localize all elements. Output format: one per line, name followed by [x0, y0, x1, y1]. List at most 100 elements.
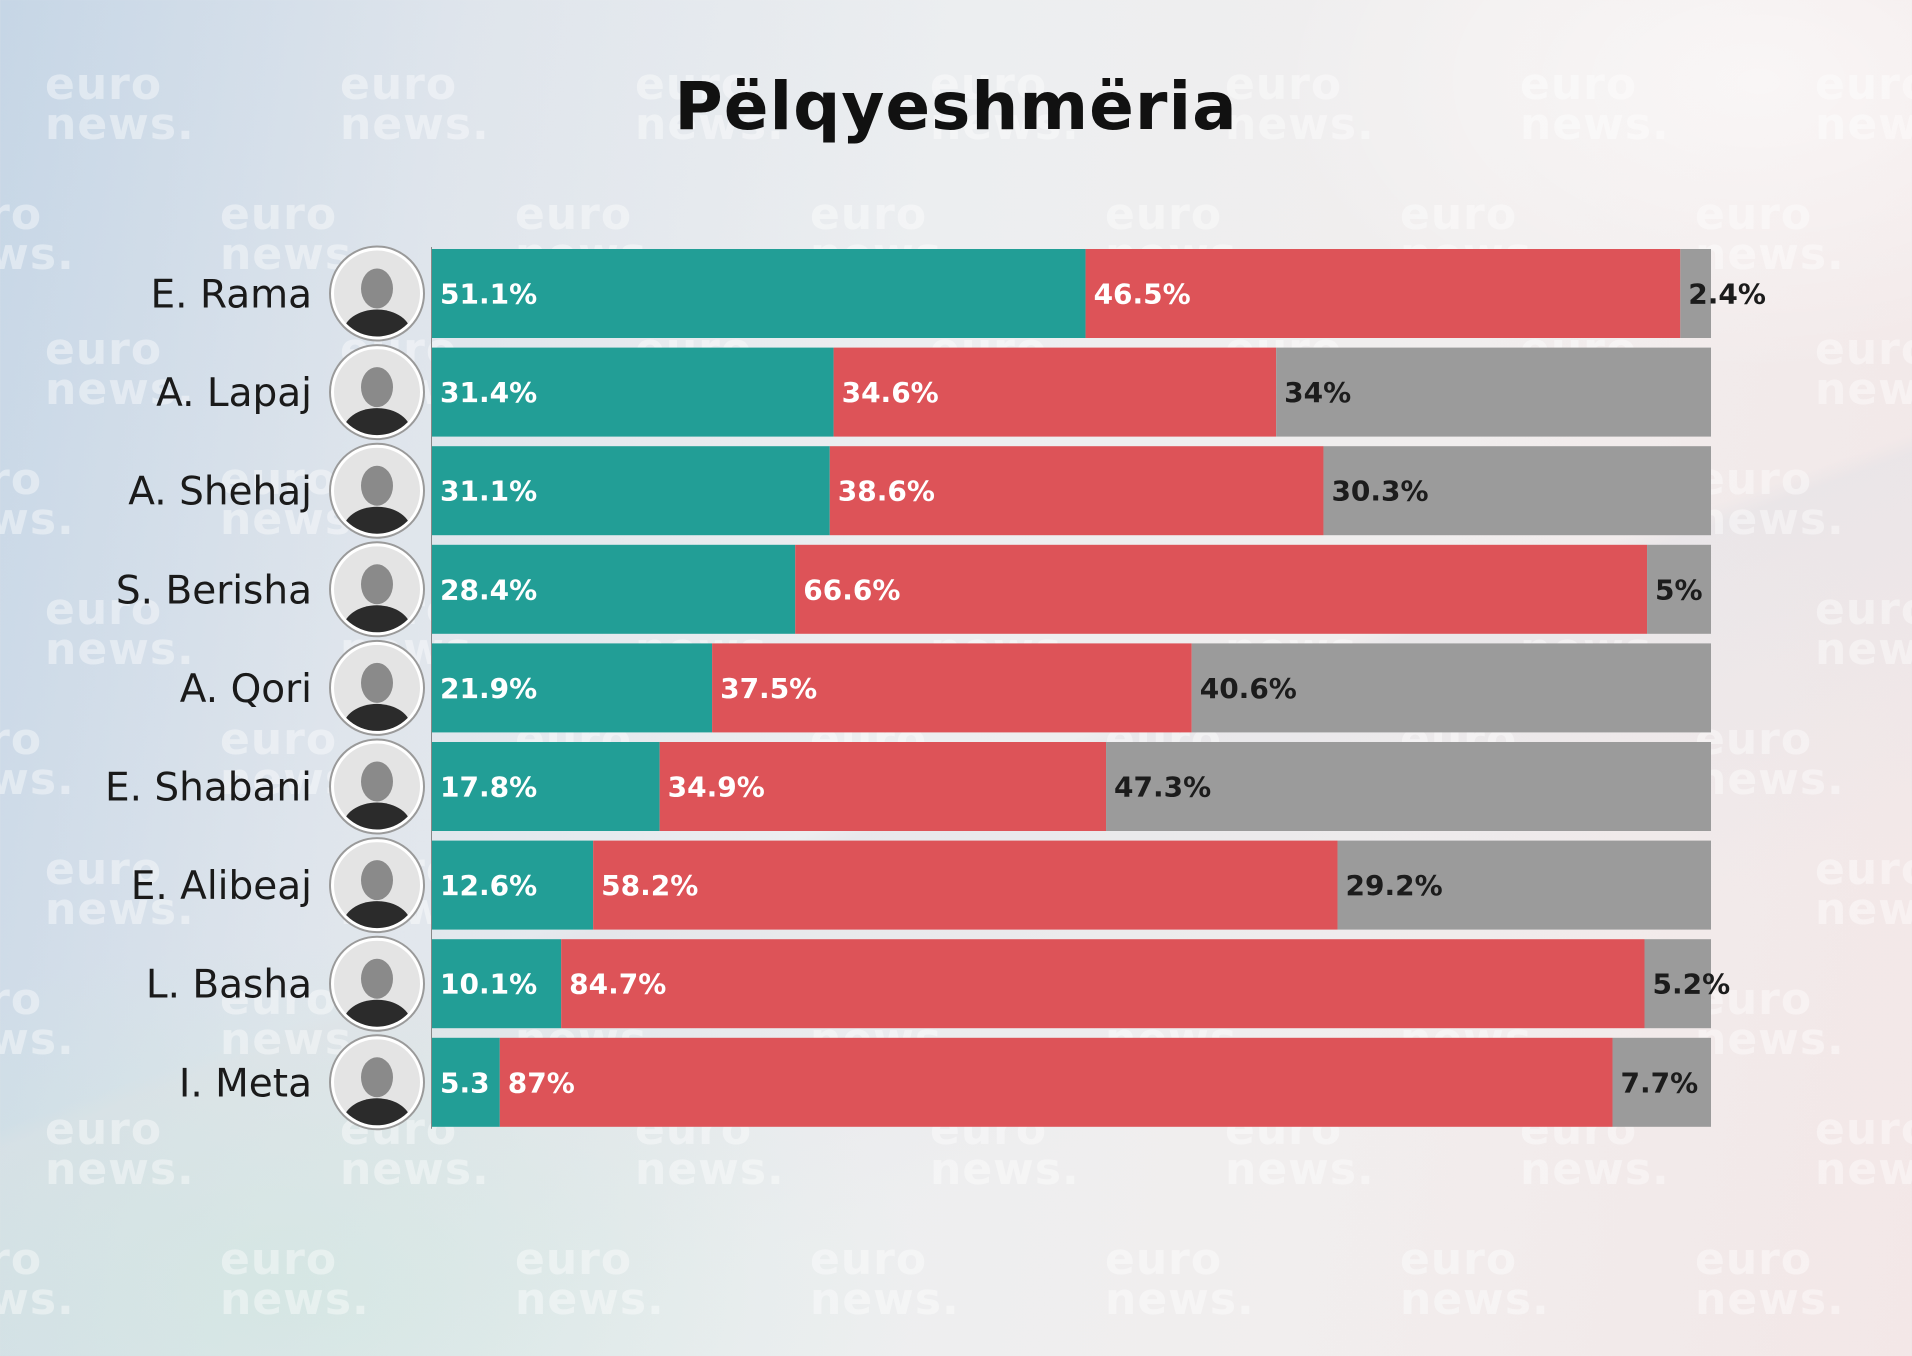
category-label: A. Shehaj	[128, 470, 312, 515]
bar-segment	[1323, 446, 1711, 536]
bar-segment	[432, 1037, 500, 1127]
avatar-photo	[334, 743, 420, 830]
avatar-head	[361, 268, 393, 309]
avatar	[329, 837, 425, 934]
avatar-head	[361, 564, 393, 605]
data-label: 34.9%	[668, 771, 765, 804]
bar-segment	[499, 1037, 1613, 1127]
avatar-shoulders	[343, 999, 411, 1027]
avatar-shoulders	[343, 802, 411, 830]
data-label: 21.9%	[440, 672, 537, 705]
data-label: 87%	[508, 1066, 575, 1099]
bar-segment	[1680, 249, 1711, 338]
avatar-shoulders	[343, 408, 411, 436]
data-label: 40.6%	[1200, 672, 1297, 705]
bar-segment	[432, 643, 713, 733]
avatar-shoulders	[343, 1098, 411, 1126]
bar-segment	[593, 840, 1338, 930]
avatar-photo	[334, 1039, 420, 1126]
bar-segment	[432, 249, 1086, 338]
bar-segment	[833, 347, 1277, 437]
avatar-shoulders	[343, 309, 411, 337]
data-label: 84.7%	[569, 968, 666, 1001]
bar-segment	[1337, 840, 1711, 930]
avatar-head	[361, 860, 393, 901]
avatar	[329, 738, 425, 835]
data-label: 34.6%	[842, 376, 939, 409]
bar-segment	[1276, 347, 1711, 437]
bar-segment	[432, 939, 562, 1029]
data-label: 5.3	[440, 1066, 490, 1099]
avatar	[329, 442, 425, 539]
data-label: 5.2%	[1652, 968, 1730, 1001]
data-label: 46.5%	[1094, 278, 1191, 311]
bar-segment	[1647, 544, 1711, 634]
data-label: 58.2%	[601, 869, 698, 902]
category-label: A. Qori	[180, 667, 312, 712]
bar-segment	[432, 742, 660, 831]
data-label: 37.5%	[720, 672, 817, 705]
avatar-head	[361, 367, 393, 408]
category-label: E. Shabani	[105, 766, 312, 811]
avatar-head	[361, 761, 393, 802]
bar-segment	[432, 446, 830, 536]
bar-segment	[1191, 643, 1711, 733]
avatar-photo	[334, 250, 420, 337]
bar-segment	[712, 643, 1192, 733]
bar-segment	[1106, 742, 1711, 831]
data-label: 47.3%	[1114, 771, 1211, 804]
bar-segment	[432, 544, 796, 634]
avatar	[329, 639, 425, 736]
bar-segment	[561, 939, 1645, 1029]
bar-segment	[432, 840, 594, 930]
avatar-shoulders	[343, 901, 411, 929]
avatar-head	[361, 662, 393, 703]
avatar-shoulders	[343, 506, 411, 534]
avatar-head	[361, 958, 393, 999]
avatar	[329, 344, 425, 441]
data-label: 30.3%	[1331, 475, 1428, 508]
avatar-head	[361, 465, 393, 506]
avatar-shoulders	[343, 703, 411, 731]
data-label: 28.4%	[440, 573, 537, 606]
avatar-photo	[334, 940, 420, 1027]
avatar	[329, 1034, 425, 1131]
bar-segment	[1644, 939, 1711, 1029]
bar-segment	[795, 544, 1648, 634]
bar-segment	[829, 446, 1324, 536]
data-label: 7.7%	[1621, 1066, 1699, 1099]
data-label: 2.4%	[1688, 278, 1766, 311]
data-label: 51.1%	[440, 278, 537, 311]
data-label: 66.6%	[803, 573, 900, 606]
category-label: A. Lapaj	[156, 371, 312, 416]
category-label: E. Rama	[151, 273, 312, 318]
data-label: 29.2%	[1346, 869, 1443, 902]
data-label: 31.1%	[440, 475, 537, 508]
avatar-photo	[334, 349, 420, 436]
data-label: 34%	[1284, 376, 1351, 409]
bar-segment	[659, 742, 1107, 831]
data-label: 38.6%	[838, 475, 935, 508]
avatar-photo	[334, 447, 420, 534]
data-label: 12.6%	[440, 869, 537, 902]
data-label: 5%	[1655, 573, 1703, 606]
avatar	[329, 935, 425, 1032]
category-label: S. Berisha	[116, 568, 312, 613]
bar-segment	[1612, 1037, 1711, 1127]
bar-segment	[1085, 249, 1681, 338]
avatar-photo	[334, 644, 420, 731]
category-label: L. Basha	[146, 963, 312, 1008]
data-label: 31.4%	[440, 376, 537, 409]
avatar-photo	[334, 842, 420, 929]
category-label: E. Alibeaj	[131, 864, 312, 909]
category-label: I. Meta	[179, 1061, 312, 1106]
avatar-shoulders	[343, 605, 411, 633]
data-label: 10.1%	[440, 968, 537, 1001]
avatar	[329, 541, 425, 638]
avatar-photo	[334, 546, 420, 633]
avatar	[329, 245, 425, 342]
bar-segment	[432, 347, 834, 437]
data-label: 17.8%	[440, 771, 537, 804]
chart-title: Pëlqyeshmëria	[674, 68, 1238, 145]
